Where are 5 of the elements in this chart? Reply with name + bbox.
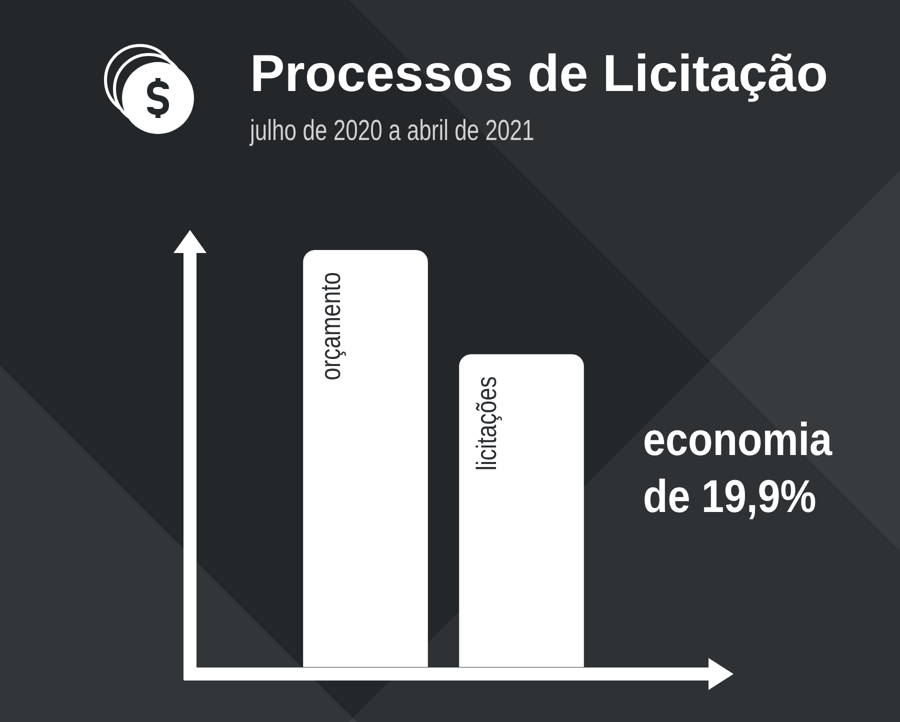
- chart-subtitle: julho de 2020 a abril de 2021: [250, 115, 534, 148]
- annotation: economia de 19,9%: [643, 412, 834, 524]
- chart-title: Processos de Licitação: [250, 44, 828, 104]
- x-tick-label: licitações: [472, 376, 503, 471]
- x-tick-label: orçamento: [316, 272, 347, 380]
